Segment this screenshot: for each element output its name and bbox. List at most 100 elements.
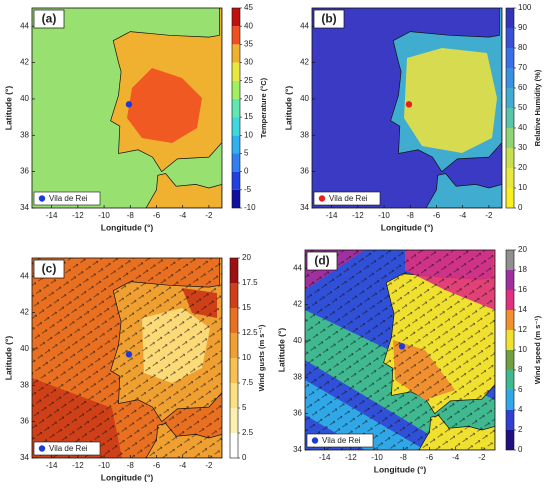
colorbar-tick-label: 10 [242, 353, 251, 362]
colorbar-tick-label: 40 [518, 123, 527, 132]
colorbar-segment [506, 48, 514, 68]
colorbar-tick-label: 20 [518, 245, 527, 254]
colorbar-segment [232, 189, 240, 208]
colorbar-tick-label: 5 [242, 403, 247, 412]
y-tick-label: 40 [20, 344, 29, 353]
colorbar-segment [232, 8, 240, 27]
y-tick-label: 36 [20, 167, 29, 176]
colorbar-segment [232, 153, 240, 172]
colorbar-label: Wind gusts (m s⁻¹) [257, 324, 266, 391]
x-tick-label: -14 [319, 453, 331, 462]
x-tick-label: -14 [46, 211, 58, 220]
map [32, 8, 222, 208]
colorbar-segment [230, 433, 238, 458]
x-tick-label: -10 [371, 453, 383, 462]
x-tick-label: -12 [72, 461, 84, 470]
y-axis-label: Latitude (°) [3, 86, 13, 131]
legend-box [306, 433, 374, 448]
y-tick-label: 38 [300, 130, 309, 139]
colorbar-tick-label: 20 [244, 94, 253, 103]
colorbar-tick-label: 90 [518, 23, 527, 32]
colorbar-tick-label: 100 [518, 3, 532, 12]
y-tick-label: 42 [300, 58, 309, 67]
colorbar-segment [506, 430, 514, 450]
land-field [127, 68, 202, 143]
colorbar-tick-label: 35 [244, 39, 253, 48]
x-tick-label: -6 [433, 211, 441, 220]
y-tick-label: 38 [293, 372, 302, 381]
x-tick-label: -10 [98, 211, 110, 220]
colorbar-segment [230, 383, 238, 408]
land-field [404, 48, 497, 153]
colorbar: 0 10 20 30 40 50 60 70 80 90 100 Relative Humidity … [505, 3, 542, 212]
colorbar-segment [506, 148, 514, 168]
colorbar-tick-label: 15 [244, 112, 253, 121]
y-tick-label: 36 [300, 167, 309, 176]
colorbar-segment [506, 188, 514, 208]
colorbar-tick-label: 2 [518, 425, 523, 434]
y-tick-label: 44 [20, 21, 29, 30]
colorbar-segment [506, 370, 514, 390]
site-marker [125, 101, 133, 108]
x-tick-label: -12 [345, 453, 357, 462]
colorbar-tick-label: 2.5 [242, 428, 254, 437]
site-marker [405, 101, 413, 108]
x-tick-label: -6 [153, 461, 161, 470]
map-frame [311, 7, 503, 209]
legend-box [33, 441, 101, 456]
y-axis-label: Latitude (°) [3, 336, 13, 381]
x-tick-label: -12 [72, 211, 84, 220]
colorbar-tick-label: 16 [518, 285, 527, 294]
x-tick-label: -8 [127, 461, 135, 470]
colorbar-segment [506, 290, 514, 310]
colorbar-tick-label: 8 [518, 365, 523, 374]
y-tick-label: 34 [300, 203, 309, 212]
colorbar-tick-label: 40 [244, 21, 253, 30]
y-tick-label: 40 [300, 94, 309, 103]
colorbar-segment [232, 80, 240, 99]
panel-label: (d) [314, 254, 329, 268]
panel: -14 -12 -10 -8 -6 -4 -2 34 36 38 40 42 44 Longitude (… [3, 257, 223, 482]
colorbar-segment [506, 310, 514, 330]
colorbar-segment [506, 270, 514, 290]
panel-label: (a) [42, 12, 57, 26]
panel: -14 -12 -10 -8 -6 -4 -2 34 36 38 40 42 44 Longitude (… [3, 7, 223, 232]
x-tick-label: -4 [452, 453, 460, 462]
colorbar-label: Relative Humidity (%) [533, 69, 542, 146]
colorbar-tick-label: 20 [242, 253, 251, 262]
colorbar-segment [506, 410, 514, 430]
x-tick-label: -4 [459, 211, 467, 220]
colorbar-segment [230, 308, 238, 333]
colorbar-label: Temperature (°C) [259, 77, 268, 138]
colorbar-tick-label: 7.5 [242, 378, 254, 387]
x-tick-label: -2 [205, 461, 213, 470]
colorbar-segment [230, 258, 238, 283]
colorbar-tick-label: 70 [518, 63, 527, 72]
colorbar-segment [230, 408, 238, 433]
legend-marker [38, 445, 46, 452]
y-tick-label: 34 [293, 445, 302, 454]
colorbar-tick-label: 0 [242, 453, 247, 462]
colorbar-segment [230, 333, 238, 358]
y-axis-label: Latitude (°) [283, 86, 293, 131]
y-tick-label: 40 [20, 94, 29, 103]
colorbar-frame [231, 7, 241, 209]
x-tick-label: -6 [426, 453, 434, 462]
colorbar-tick-label: 25 [244, 76, 253, 85]
colorbar-tick-label: 30 [518, 143, 527, 152]
y-axis-label: Latitude (°) [276, 328, 286, 373]
x-tick-label: -2 [485, 211, 493, 220]
x-tick-label: -4 [179, 211, 187, 220]
y-tick-label: 44 [300, 21, 309, 30]
map-frame [304, 249, 496, 451]
x-tick-label: -8 [407, 211, 415, 220]
x-tick-label: -12 [352, 211, 364, 220]
x-tick-label: -4 [179, 461, 187, 470]
y-tick-label: 44 [293, 263, 302, 272]
x-axis-label: Longitude (°) [101, 472, 154, 482]
colorbar-segment [506, 250, 514, 270]
y-tick-label: 34 [20, 453, 29, 462]
colorbar-segment [232, 117, 240, 136]
colorbar-tick-label: 60 [518, 83, 527, 92]
x-axis-label: Longitude (°) [374, 464, 427, 474]
